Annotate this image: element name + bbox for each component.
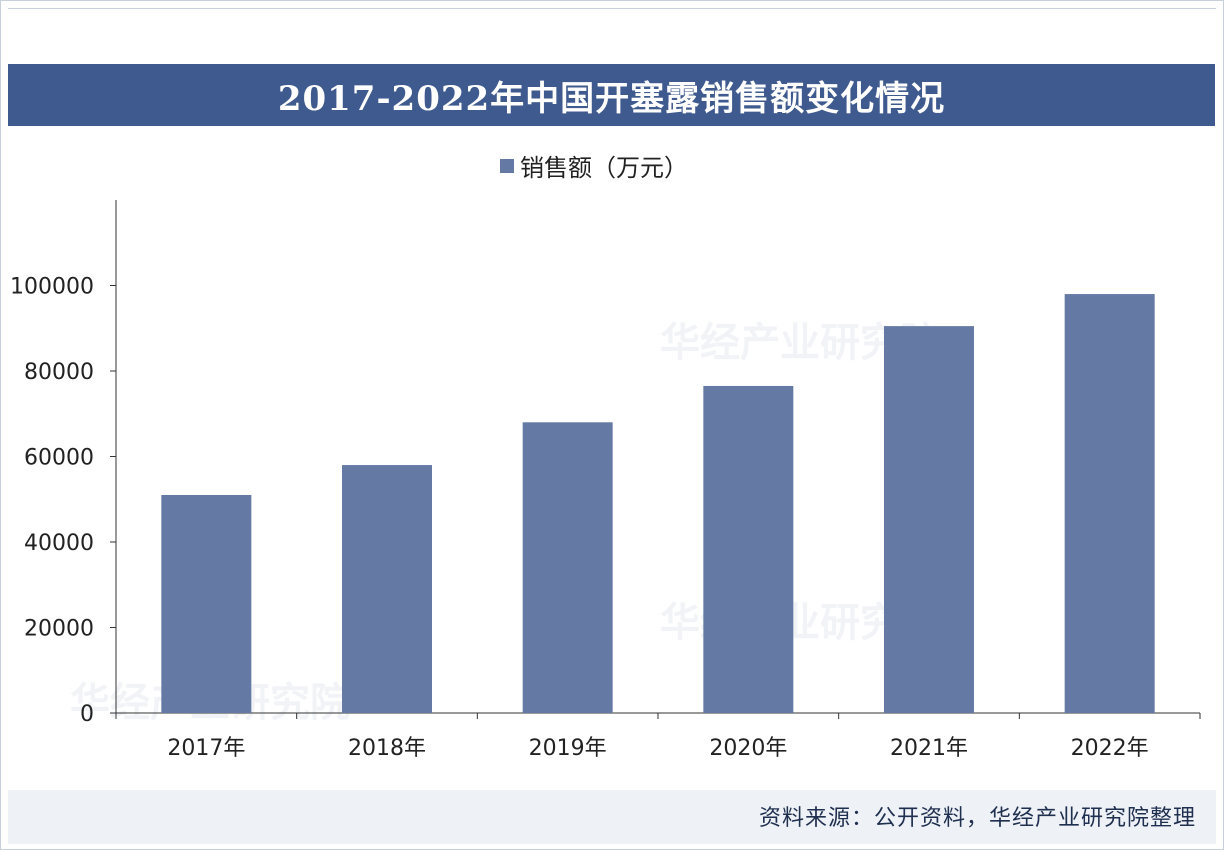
x-tick-label: 2021年 [890,736,968,761]
legend-label: 销售额（万元） [520,154,688,182]
x-tick-label: 2022年 [1071,736,1149,761]
top-divider [8,8,1216,9]
y-tick-label: 100000 [10,275,94,300]
x-tick-label: 2018年 [348,736,426,761]
x-tick-label: 2020年 [709,736,787,761]
chart-title: 2017-2022年中国开塞露销售额变化情况 [277,78,946,119]
x-tick-label: 2019年 [529,736,607,761]
x-tick-label: 2017年 [167,736,245,761]
y-tick-label: 0 [80,702,94,727]
y-tick-label: 40000 [24,531,94,556]
source-note: 资料来源：公开资料，华经产业研究院整理 [758,806,1196,831]
bar [161,494,252,713]
y-tick-label: 60000 [24,446,94,471]
y-tick-label: 20000 [24,617,94,642]
y-tick-label: 80000 [24,360,94,385]
bar [884,326,974,713]
source-bar [8,790,1216,844]
title-bar: 2017-2022年中国开塞露销售额变化情况 [8,64,1215,126]
bar [1064,294,1155,713]
bar [342,465,432,713]
legend: 销售额（万元） [500,148,688,183]
bar [703,385,794,713]
bar [522,422,613,713]
legend-swatch [500,158,514,173]
